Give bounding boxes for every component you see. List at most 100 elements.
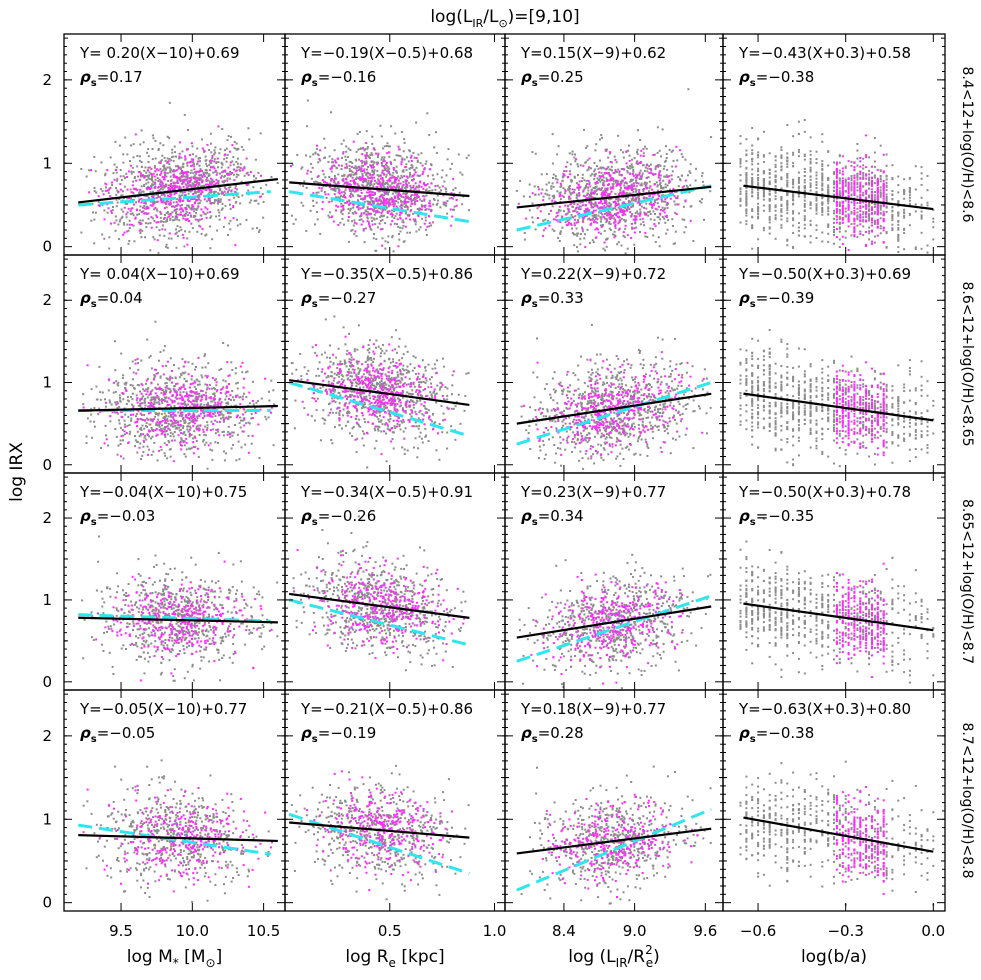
gray-point <box>880 186 882 188</box>
magenta-point <box>129 224 131 226</box>
magenta-point <box>842 167 844 169</box>
magenta-point <box>636 215 638 217</box>
gray-point <box>921 232 923 234</box>
gray-point <box>192 145 194 147</box>
gray-point <box>792 154 794 156</box>
gray-point <box>880 207 882 209</box>
gray-point <box>121 179 123 181</box>
gray-point <box>786 184 788 186</box>
magenta-point <box>604 201 606 203</box>
gray-point <box>580 233 582 235</box>
magenta-point <box>554 218 556 220</box>
gray-point <box>757 174 759 176</box>
gray-point <box>366 185 368 187</box>
magenta-point <box>652 154 654 156</box>
gray-point <box>148 218 150 220</box>
gray-point <box>346 167 348 169</box>
gray-point <box>628 145 630 147</box>
magenta-point <box>559 206 561 208</box>
gray-point <box>187 175 189 177</box>
gray-point <box>868 173 870 175</box>
magenta-point <box>194 202 196 204</box>
magenta-point <box>154 182 156 184</box>
gray-point <box>851 161 853 163</box>
gray-point <box>909 224 911 226</box>
gray-point <box>234 141 236 143</box>
magenta-point <box>655 225 657 227</box>
magenta-point <box>147 169 149 171</box>
gray-point <box>153 137 155 139</box>
magenta-point <box>335 177 337 179</box>
gray-point <box>179 173 181 175</box>
magenta-point <box>388 205 390 207</box>
gray-point <box>553 195 555 197</box>
gray-point <box>235 161 237 163</box>
magenta-point <box>613 172 615 174</box>
magenta-point <box>375 210 377 212</box>
gray-point <box>112 206 114 208</box>
magenta-point <box>842 243 844 245</box>
gray-point <box>702 172 704 174</box>
magenta-point <box>182 210 184 212</box>
gray-point <box>219 173 221 175</box>
magenta-point <box>381 212 383 214</box>
gray-point <box>642 164 644 166</box>
gray-point <box>445 187 447 189</box>
magenta-point <box>450 225 452 227</box>
gray-point <box>383 194 385 196</box>
gray-point <box>909 178 911 180</box>
gray-point <box>334 149 336 151</box>
gray-point <box>751 195 753 197</box>
magenta-point <box>568 209 570 211</box>
gray-point <box>839 228 841 230</box>
magenta-point <box>631 215 633 217</box>
gray-point <box>139 209 141 211</box>
magenta-point <box>319 149 321 151</box>
gray-point <box>632 179 634 181</box>
gray-point <box>596 189 598 191</box>
gray-point <box>183 176 185 178</box>
gray-point <box>687 174 689 176</box>
magenta-point <box>348 216 350 218</box>
magenta-point <box>574 224 576 226</box>
gray-point <box>165 160 167 162</box>
gray-point <box>217 209 219 211</box>
gray-point <box>903 228 905 230</box>
gray-point <box>775 204 777 206</box>
magenta-point <box>184 214 186 216</box>
gray-point <box>633 244 635 246</box>
magenta-point <box>564 205 566 207</box>
gray-point <box>740 204 742 206</box>
gray-point <box>126 224 128 226</box>
magenta-point <box>307 170 309 172</box>
gray-point <box>398 155 400 157</box>
gray-point <box>207 180 209 182</box>
magenta-point <box>575 158 577 160</box>
magenta-point <box>582 228 584 230</box>
magenta-point <box>138 201 140 203</box>
gray-point <box>804 171 806 173</box>
gray-point <box>583 237 585 239</box>
gray-point <box>125 173 127 175</box>
gray-point <box>552 177 554 179</box>
magenta-point <box>411 194 413 196</box>
gray-point <box>188 193 190 195</box>
gray-point <box>461 203 463 205</box>
gray-point <box>810 202 812 204</box>
magenta-point <box>191 208 193 210</box>
magenta-point <box>425 208 427 210</box>
gray-point <box>529 209 531 211</box>
magenta-point <box>367 203 369 205</box>
gray-point <box>164 157 166 159</box>
gray-point <box>921 204 923 206</box>
magenta-point <box>361 153 363 155</box>
magenta-point <box>367 220 369 222</box>
magenta-point <box>384 160 386 162</box>
gray-point <box>868 170 870 172</box>
magenta-point <box>250 171 252 173</box>
magenta-point <box>576 187 578 189</box>
gray-point <box>625 220 627 222</box>
gray-point <box>171 211 173 213</box>
magenta-point <box>232 205 234 207</box>
gray-point <box>751 227 753 229</box>
